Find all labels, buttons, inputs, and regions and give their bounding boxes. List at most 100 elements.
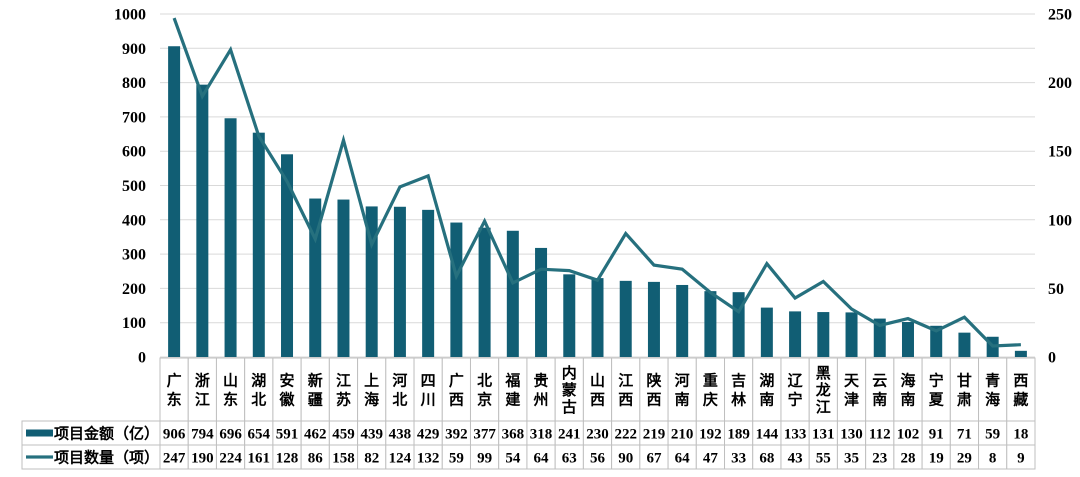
table-value-count: 29 [957,451,972,467]
y-axis-right: 0 50 100 150 200 250 [1048,7,1072,367]
table-value-count: 19 [929,451,944,467]
table-cell-count [498,444,528,470]
table-value-amount: 459 [332,427,355,443]
table-cell-count [695,444,726,470]
table-value-count: 124 [389,451,412,467]
category-label: 云南 [872,374,887,409]
bar [873,318,886,357]
table-value-amount: 230 [586,427,609,443]
category-label: 海南 [900,372,915,409]
table-value-amount: 462 [304,427,327,443]
table-value-amount: 192 [699,427,722,443]
table-cell-count [921,444,951,470]
bar [958,332,971,357]
table-value-count: 99 [477,451,492,467]
line-series [172,17,1021,348]
category-cell [780,357,810,422]
category-label: 山东 [223,373,238,409]
bar [535,247,548,357]
table-value-count: 43 [788,451,803,467]
category-cell [469,357,500,422]
table-value-amount: 112 [869,427,891,443]
data-table: 906 794 696 654 591 462 459 439 438 429 392 377 368 3… [159,420,1036,470]
category-cell [215,357,246,422]
table-cell-amount [498,420,528,446]
table-cell-amount [695,420,726,446]
y-axis-right-tick-label: 150 [1048,144,1072,161]
y-axis-left-tick-label: 300 [122,247,146,264]
table-value-amount: 130 [840,427,863,443]
bar [760,307,773,357]
category-label: 辽宁 [788,373,803,409]
bar [704,291,717,357]
table-value-count: 128 [276,451,299,467]
category-label: 吉林 [731,372,747,409]
y-axis-left-tick-label: 100 [122,315,146,332]
table-cell-count [413,444,443,470]
category-label: 内蒙古 [562,364,577,416]
table-cell-count [865,444,895,470]
bar [450,222,463,357]
bar [817,312,830,357]
y-axis-left-tick-label: 1000 [114,7,146,24]
table-value-amount: 133 [784,427,807,443]
y-axis-left-tick-label: 200 [122,281,146,298]
table-cell-amount [724,420,754,446]
table-value-count: 86 [308,451,324,467]
table-value-amount: 210 [671,427,694,443]
category-cell [667,357,697,422]
category-label: 贵州 [533,372,549,409]
table-value-amount: 102 [897,427,920,443]
table-value-count: 9 [1017,451,1025,467]
y-axis-left-tick-label: 900 [122,41,146,58]
category-label: 安徽 [279,372,296,409]
table-value-count: 64 [534,451,550,467]
table-value-amount: 368 [502,427,525,443]
table-value-count: 132 [417,451,440,467]
table-cell-count [328,444,359,470]
table-value-amount: 438 [389,427,412,443]
bar [647,281,660,357]
table-value-count: 23 [872,451,887,467]
y-axis-left-tick-label: 800 [122,75,146,92]
y-axis-left-tick-label: 500 [122,178,146,195]
category-label: 河南 [675,372,690,409]
y-axis-right-tick-label: 0 [1048,350,1056,367]
bar [393,206,406,357]
category-cell [582,357,613,422]
table-value-amount: 392 [445,427,468,443]
y-axis-left-tick-label: 0 [138,350,146,367]
table-value-amount: 18 [1013,427,1028,443]
category-cell [949,357,980,422]
category-label: 新疆 [308,372,323,409]
bar [789,311,802,357]
legend-swatch-bar [26,429,53,437]
table-value-amount: 131 [812,427,835,443]
category-cell [244,357,274,422]
table-value-count: 59 [449,451,464,467]
table-value-amount: 144 [756,427,779,443]
table-cell-amount [582,420,613,446]
table-value-count: 35 [844,451,859,467]
table-cell-count [385,444,415,470]
table-cell-count [272,444,302,470]
bar [224,118,237,357]
table-value-count: 56 [590,451,606,467]
y-axis-right-tick-label: 250 [1048,7,1072,24]
bar [619,280,632,357]
table-cell-count [187,444,217,470]
table-value-count: 82 [364,451,379,467]
table-value-count: 54 [505,451,521,467]
category-cell [695,357,726,422]
table-cell-count [300,444,330,470]
y-axis-left: 0 100 200 300 400 500 600 700 800 900 1000 [114,7,146,367]
y-axis-right-tick-label: 50 [1048,281,1064,298]
table-value-amount: 222 [614,427,637,443]
bar [422,209,435,357]
table-value-amount: 654 [248,427,271,443]
y-axis-left-tick-label: 400 [122,212,146,229]
category-label: 青海 [985,372,1000,409]
category-cell [836,357,867,422]
category-cell [300,357,330,422]
